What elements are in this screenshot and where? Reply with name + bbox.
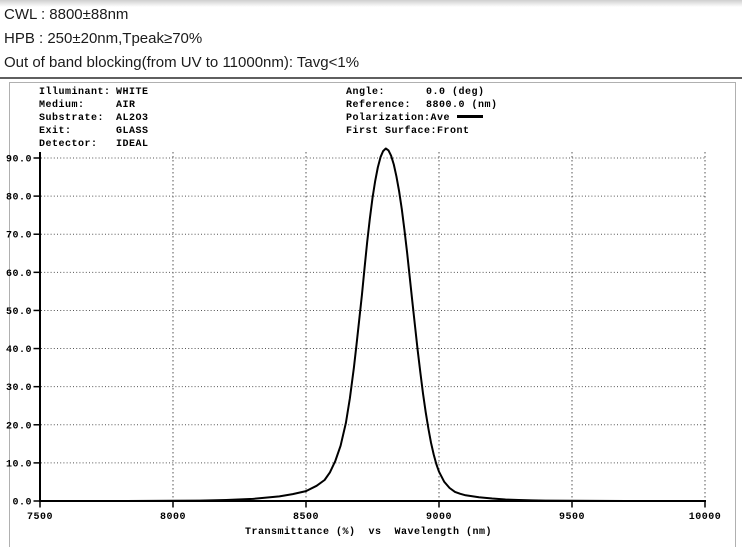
param-row: Illuminant: WHITE xyxy=(39,86,149,99)
param-row: Polarization:Ave xyxy=(346,112,498,125)
spec-header: CWL : 8800±88nm HPB : 250±20nm,Tpeak≥70%… xyxy=(4,3,704,75)
transmittance-curve xyxy=(39,147,706,502)
x-tick-label: 8500 xyxy=(293,512,319,523)
y-tick-label: 0.0 xyxy=(12,498,32,509)
y-tick-label: 40.0 xyxy=(6,345,32,356)
x-tick-label: 8000 xyxy=(160,512,186,523)
param-value: GLASS xyxy=(116,126,149,137)
param-value: 8800.0 (nm) xyxy=(426,100,498,111)
param-value: WHITE xyxy=(116,87,149,98)
param-row: First Surface:Front xyxy=(346,125,498,138)
simulation-params-left: Illuminant: WHITE Medium: AIR Substrate: AL2O… xyxy=(39,86,149,151)
series-legend-line xyxy=(457,115,484,118)
y-tick-label: 80.0 xyxy=(6,193,32,204)
param-label: First Surface: xyxy=(346,126,438,137)
param-label: Illuminant: xyxy=(39,87,111,98)
param-row: Exit: GLASS xyxy=(39,125,149,138)
param-label: Angle: xyxy=(346,87,386,98)
y-tick-label: 70.0 xyxy=(6,231,32,242)
param-label: Exit: xyxy=(39,126,72,137)
param-label: Detector: xyxy=(39,139,98,150)
spec-cwl-line: CWL : 8800±88nm xyxy=(4,6,129,23)
y-tick-label: 90.0 xyxy=(6,155,32,166)
header-separator xyxy=(0,77,742,79)
param-value: Ave xyxy=(430,113,451,124)
param-label: Medium: xyxy=(39,100,85,111)
param-value: AIR xyxy=(116,100,136,111)
param-row: Substrate: AL2O3 xyxy=(39,112,149,125)
x-tick-label: 10000 xyxy=(689,512,722,523)
y-tick-label: 10.0 xyxy=(6,459,32,470)
spec-blocking-line: Out of band blocking(from UV to 11000nm)… xyxy=(4,54,360,71)
param-row: Detector: IDEAL xyxy=(39,138,149,151)
x-tick-label: 7500 xyxy=(27,512,53,523)
param-value: 0.0 (deg) xyxy=(426,87,485,98)
param-value: AL2O3 xyxy=(116,113,149,124)
simulation-params-right: Angle: 0.0 (deg) Reference: 8800.0 (nm) Pola… xyxy=(346,86,498,138)
plot-caption: Transmittance (%) vs Wavelength (nm) xyxy=(244,527,493,538)
param-label: Polarization: xyxy=(346,113,431,124)
y-tick-label: 30.0 xyxy=(6,383,32,394)
param-row: Medium: AIR xyxy=(39,99,149,112)
x-tick-label: 9500 xyxy=(559,512,585,523)
param-value: Front xyxy=(437,126,470,137)
param-row: Reference: 8800.0 (nm) xyxy=(346,99,498,112)
param-row: Angle: 0.0 (deg) xyxy=(346,86,498,99)
param-label: Substrate: xyxy=(39,113,105,124)
param-label: Reference: xyxy=(346,100,412,111)
y-tick-label: 20.0 xyxy=(6,421,32,432)
y-tick-label: 50.0 xyxy=(6,307,32,318)
spec-hpb-line: HPB : 250±20nm,Tpeak≥70% xyxy=(4,30,203,47)
x-tick-label: 9000 xyxy=(426,512,452,523)
chart-panel: Illuminant: WHITE Medium: AIR Substrate: AL2O… xyxy=(9,82,736,547)
param-value: IDEAL xyxy=(116,139,149,150)
top-gradient-strip xyxy=(0,0,742,7)
y-tick-label: 60.0 xyxy=(6,269,32,280)
